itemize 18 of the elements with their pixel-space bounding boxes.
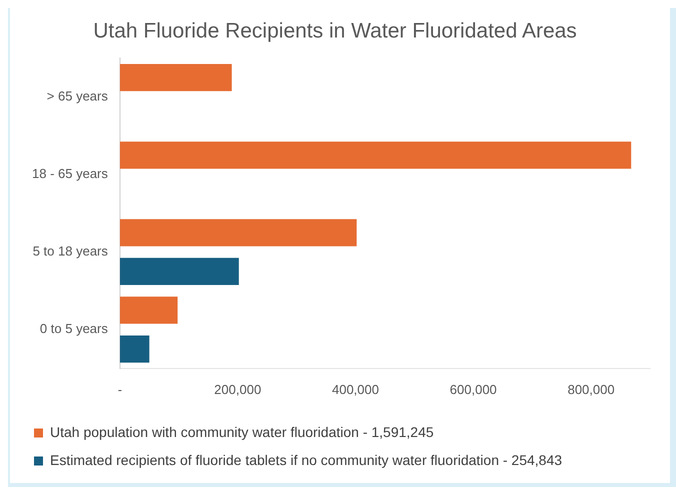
y-tick-label: 5 to 18 years <box>32 244 108 259</box>
x-tick-label: 200,000 <box>214 382 262 397</box>
y-tick-label: 18 - 65 years <box>32 166 108 182</box>
bar <box>120 335 150 363</box>
x-tick-label: 800,000 <box>568 382 615 397</box>
bar <box>120 142 632 169</box>
x-tick-label: 600,000 <box>450 382 497 397</box>
bar <box>120 219 357 246</box>
chart-title: Utah Fluoride Recipients in Water Fluoridated Areas <box>93 19 577 42</box>
legend-label: Utah population with community water fluoridation - 1,591,245 <box>50 424 434 440</box>
x-tick-label: - <box>118 382 122 397</box>
bar <box>120 64 232 92</box>
y-tick-label: > 65 years <box>46 88 108 104</box>
bar <box>120 258 239 286</box>
bar <box>120 296 178 324</box>
legend-label: Estimated recipients of fluoride tablets if no community water fluoridation - 254,843 <box>50 452 562 468</box>
x-tick-label: 400,000 <box>332 382 379 397</box>
y-tick-label: 0 to 5 years <box>40 321 108 336</box>
